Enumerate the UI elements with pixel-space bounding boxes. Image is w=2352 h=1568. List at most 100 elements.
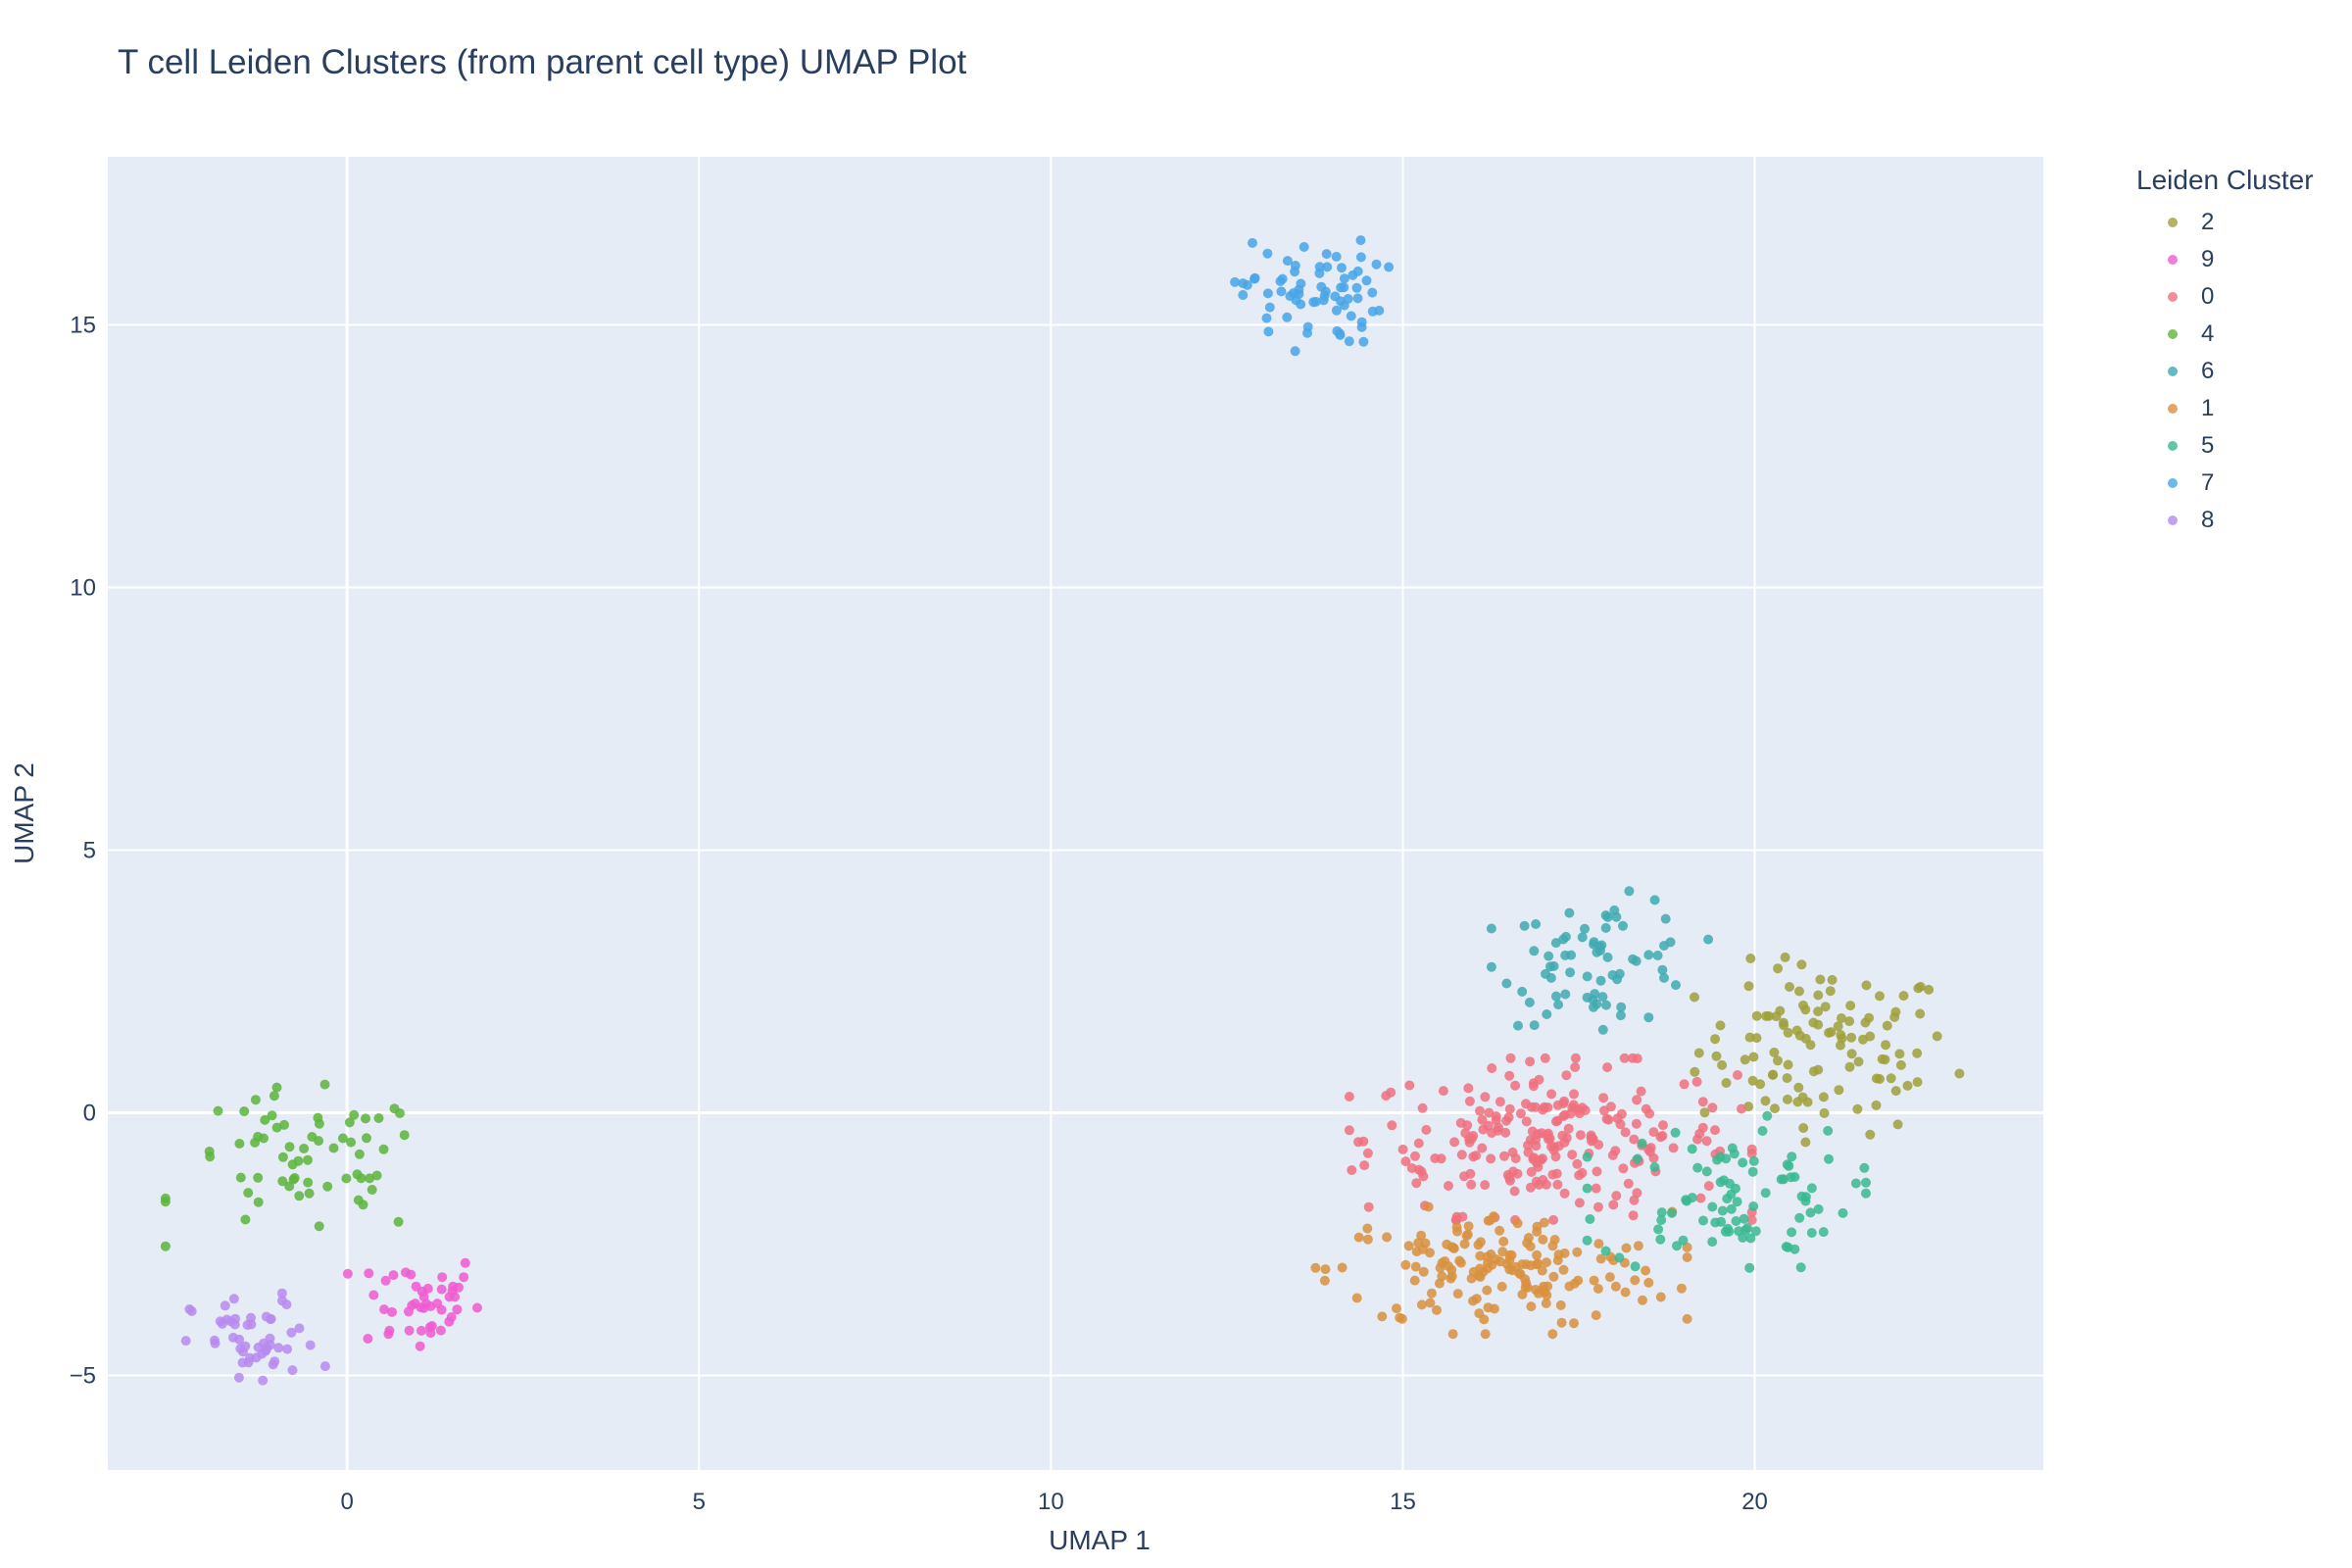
data-point-cluster-0	[1475, 1105, 1485, 1116]
legend-item-cluster-0[interactable]: 0	[2136, 278, 2314, 316]
data-point-cluster-0	[1559, 1188, 1570, 1199]
data-point-cluster-0	[1404, 1080, 1415, 1091]
data-point-cluster-7	[1352, 266, 1363, 276]
data-point-cluster-7	[1314, 262, 1325, 272]
data-point-cluster-6	[1517, 986, 1528, 997]
data-point-cluster-7	[1336, 282, 1347, 293]
data-point-cluster-8	[180, 1336, 191, 1347]
data-point-cluster-5	[1600, 1246, 1611, 1256]
data-point-cluster-5	[1745, 1233, 1756, 1244]
data-point-cluster-7	[1276, 286, 1287, 297]
data-point-cluster-5	[1739, 1213, 1749, 1224]
data-point-cluster-7	[1331, 305, 1342, 316]
data-point-cluster-1	[1539, 1217, 1549, 1228]
data-point-cluster-7	[1248, 237, 1257, 248]
data-point-cluster-0	[1463, 1083, 1474, 1094]
data-point-cluster-5	[1806, 1228, 1817, 1238]
data-point-cluster-1	[1480, 1329, 1491, 1340]
data-point-cluster-5	[1859, 1162, 1870, 1173]
data-point-cluster-6	[1614, 968, 1625, 979]
data-point-cluster-0	[1410, 1151, 1420, 1161]
legend-item-cluster-6[interactable]: 6	[2136, 353, 2314, 390]
data-point-cluster-0	[1636, 1086, 1646, 1097]
data-point-cluster-2	[1751, 1010, 1762, 1021]
data-point-cluster-1	[1522, 1282, 1533, 1293]
legend-item-cluster-7[interactable]: 7	[2136, 465, 2314, 502]
data-point-cluster-5	[1633, 1153, 1642, 1164]
data-point-cluster-1	[1517, 1289, 1528, 1299]
data-point-cluster-1	[1362, 1234, 1373, 1245]
data-point-cluster-2	[1820, 1002, 1831, 1012]
data-point-cluster-0	[1547, 1169, 1558, 1180]
data-point-cluster-5	[1653, 1224, 1664, 1235]
data-point-cluster-5	[1655, 1234, 1666, 1245]
data-point-cluster-2	[1717, 1059, 1728, 1070]
data-point-cluster-8	[258, 1375, 269, 1386]
data-point-cluster-2	[1898, 991, 1909, 1002]
data-point-cluster-9	[363, 1334, 373, 1344]
data-point-cluster-0	[1344, 1125, 1354, 1136]
data-point-cluster-2	[1783, 1027, 1793, 1038]
legend-item-cluster-4[interactable]: 4	[2136, 316, 2314, 353]
data-point-cluster-6	[1615, 1010, 1626, 1021]
legend-item-cluster-9[interactable]: 9	[2136, 241, 2314, 278]
data-point-cluster-5	[1717, 1205, 1728, 1216]
data-point-cluster-1	[1400, 1259, 1411, 1270]
data-point-cluster-1	[1483, 1263, 1493, 1274]
data-point-cluster-0	[1561, 1070, 1572, 1081]
data-point-cluster-0	[1505, 1053, 1516, 1063]
data-point-cluster-2	[1871, 1100, 1882, 1110]
data-point-cluster-0	[1540, 1053, 1550, 1063]
data-point-cluster-0	[1347, 1165, 1357, 1175]
data-point-cluster-1	[1569, 1318, 1579, 1329]
data-point-cluster-0	[1618, 1163, 1629, 1174]
data-point-cluster-0	[1574, 1198, 1585, 1208]
data-point-cluster-0	[1471, 1151, 1482, 1161]
data-point-cluster-1	[1351, 1293, 1362, 1303]
data-point-cluster-5	[1734, 1226, 1744, 1237]
data-point-cluster-7	[1275, 276, 1286, 286]
data-point-cluster-7	[1302, 327, 1312, 338]
data-point-cluster-6	[1671, 980, 1681, 991]
data-point-cluster-4	[371, 1170, 382, 1181]
data-point-cluster-8	[234, 1334, 245, 1345]
data-point-cluster-6	[1595, 975, 1606, 986]
data-point-cluster-2	[1882, 1020, 1892, 1031]
data-point-cluster-9	[411, 1281, 421, 1292]
data-point-cluster-5	[1738, 1157, 1748, 1168]
legend-label: 0	[2201, 283, 2215, 310]
data-point-cluster-4	[393, 1216, 404, 1227]
data-point-cluster-2	[1782, 1073, 1792, 1084]
data-point-cluster-6	[1602, 911, 1613, 922]
legend-marker-icon	[2168, 292, 2178, 302]
legend-item-cluster-5[interactable]: 5	[2136, 427, 2314, 465]
data-point-cluster-0	[1593, 1201, 1603, 1212]
data-point-cluster-0	[1538, 1175, 1548, 1185]
data-point-cluster-4	[314, 1136, 324, 1147]
data-point-cluster-2	[1740, 1054, 1750, 1065]
data-point-cluster-7	[1250, 272, 1260, 283]
data-point-cluster-2	[1902, 1080, 1913, 1091]
data-point-cluster-4	[260, 1114, 270, 1125]
legend-item-cluster-8[interactable]: 8	[2136, 502, 2314, 539]
data-point-cluster-0	[1538, 1153, 1547, 1164]
data-point-cluster-1	[1337, 1262, 1348, 1273]
data-point-cluster-5	[1707, 1201, 1718, 1212]
data-point-cluster-9	[426, 1321, 437, 1331]
legend-item-cluster-2[interactable]: 2	[2136, 204, 2314, 241]
data-point-cluster-4	[284, 1181, 295, 1192]
data-point-cluster-1	[1475, 1263, 1486, 1274]
data-point-cluster-4	[322, 1181, 333, 1192]
data-point-cluster-0	[1611, 1191, 1622, 1201]
data-point-cluster-5	[1585, 1214, 1595, 1224]
data-point-cluster-2	[1864, 1012, 1875, 1023]
data-point-cluster-4	[299, 1144, 310, 1153]
data-point-cluster-4	[341, 1173, 352, 1184]
data-point-cluster-2	[1845, 1001, 1856, 1011]
legend-title: Leiden Cluster	[2136, 165, 2314, 195]
data-point-cluster-4	[269, 1091, 279, 1102]
legend-item-cluster-1[interactable]: 1	[2136, 390, 2314, 427]
data-point-cluster-1	[1559, 1248, 1570, 1258]
data-point-cluster-6	[1582, 992, 1592, 1003]
data-point-cluster-0	[1362, 1148, 1373, 1158]
